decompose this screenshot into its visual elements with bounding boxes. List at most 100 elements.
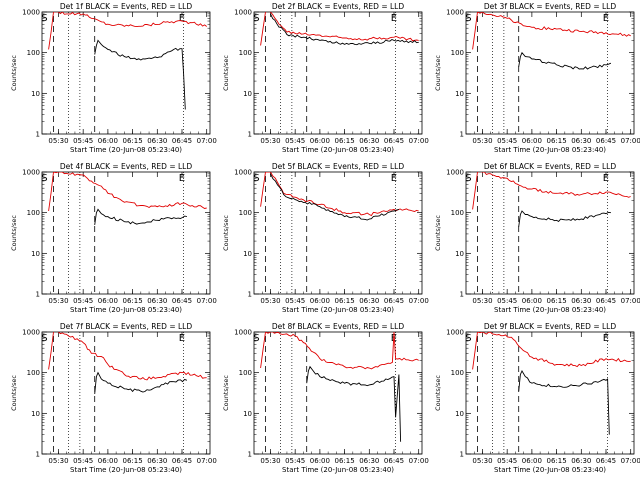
x-axis-label: Start Time (20-Jun-08 05:23:40) (70, 466, 182, 474)
x-axis-label: Start Time (20-Jun-08 05:23:40) (494, 466, 606, 474)
start-marker: S (253, 173, 259, 184)
x-tick-label: 06:45 (596, 297, 616, 305)
x-tick-label: 06:45 (596, 457, 616, 465)
x-tick-label: 05:45 (497, 457, 517, 465)
y-tick-label: 10 (31, 90, 40, 98)
x-tick-label: 06:45 (172, 457, 192, 465)
chart-title: Det 9f BLACK = Events, RED = LLD (484, 322, 617, 331)
chart-panel-1: Det 1f BLACK = Events, RED = LLD 1 10 100 10… (10, 2, 217, 154)
y-tick-label: 1000 (22, 9, 40, 17)
chart-panel-3: Det 3f BLACK = Events, RED = LLD 1 10 100 10… (434, 2, 640, 154)
y-tick-label: 10 (31, 250, 40, 258)
events-series-line (270, 13, 419, 46)
plot-frame (253, 171, 423, 295)
x-tick-label: 06:45 (596, 137, 616, 145)
lld-series-line (472, 332, 631, 370)
x-tick-label: 05:30 (472, 137, 492, 145)
y-tick-label: 1 (36, 291, 40, 299)
x-tick-label: 06:45 (172, 297, 192, 305)
lld-series-line (260, 332, 419, 370)
events-series-line (306, 365, 402, 442)
y-tick-label: 1000 (234, 169, 252, 177)
lld-series-line (472, 12, 631, 50)
x-tick-label: 06:45 (172, 137, 192, 145)
y-tick-label: 10 (455, 250, 464, 258)
x-tick-label: 07:00 (197, 457, 217, 465)
start-marker: S (41, 333, 47, 344)
x-tick-label: 07:00 (409, 297, 429, 305)
y-tick-label: 1 (460, 451, 464, 459)
x-tick-label: 05:30 (48, 137, 68, 145)
y-tick-label: 10 (243, 410, 252, 418)
chart-title: Det 7f BLACK = Events, RED = LLD (60, 322, 193, 331)
x-tick-label: 05:45 (285, 297, 305, 305)
x-tick-label: 05:45 (497, 137, 517, 145)
events-series-line (270, 173, 400, 221)
y-axis-label: Counts/sec (10, 375, 18, 411)
x-tick-label: 06:00 (98, 137, 118, 145)
x-tick-label: 06:15 (122, 137, 142, 145)
plot-frame (465, 11, 635, 135)
chart-title: Det 3f BLACK = Events, RED = LLD (484, 2, 617, 11)
start-marker: S (465, 173, 471, 184)
y-tick-label: 10 (243, 90, 252, 98)
y-tick-label: 10 (31, 410, 40, 418)
end-marker: E (603, 173, 609, 184)
chart-title: Det 5f BLACK = Events, RED = LLD (272, 162, 405, 171)
y-axis-label: Counts/sec (434, 215, 442, 251)
start-marker: S (41, 13, 47, 24)
y-axis-label: Counts/sec (434, 375, 442, 411)
y-tick-label: 10 (455, 410, 464, 418)
plot-frame (465, 171, 635, 295)
start-marker: S (253, 333, 259, 344)
y-tick-label: 1 (248, 291, 252, 299)
start-marker: S (465, 13, 471, 24)
y-tick-label: 1 (460, 291, 464, 299)
x-tick-label: 06:15 (546, 297, 566, 305)
y-tick-label: 10 (243, 250, 252, 258)
y-tick-label: 10 (455, 90, 464, 98)
y-tick-label: 100 (239, 369, 252, 377)
y-tick-label: 1000 (22, 169, 40, 177)
events-series-line (518, 210, 611, 227)
x-tick-label: 06:00 (522, 137, 542, 145)
x-tick-label: 06:00 (310, 457, 330, 465)
x-axis-label: Start Time (20-Jun-08 05:23:40) (494, 306, 606, 314)
y-axis-label: Counts/sec (434, 55, 442, 91)
y-tick-label: 1000 (446, 9, 464, 17)
x-tick-label: 06:30 (147, 457, 167, 465)
chart-panel-4: Det 4f BLACK = Events, RED = LLD 1 10 100 10… (10, 162, 217, 314)
chart-title: Det 4f BLACK = Events, RED = LLD (60, 162, 193, 171)
end-marker: E (179, 13, 185, 24)
x-tick-label: 07:00 (409, 137, 429, 145)
x-axis-label: Start Time (20-Jun-08 05:23:40) (70, 306, 182, 314)
x-tick-label: 05:30 (260, 297, 280, 305)
chart-title: Det 2f BLACK = Events, RED = LLD (272, 2, 405, 11)
x-tick-label: 05:30 (260, 457, 280, 465)
end-marker: E (179, 333, 185, 344)
start-marker: S (41, 173, 47, 184)
events-series-line (518, 51, 612, 70)
end-marker: E (179, 173, 185, 184)
y-tick-label: 100 (27, 49, 40, 57)
chart-panel-6: Det 6f BLACK = Events, RED = LLD 1 10 100 10… (434, 162, 640, 314)
x-tick-label: 05:30 (48, 297, 68, 305)
y-tick-label: 1 (248, 451, 252, 459)
y-axis-label: Counts/sec (222, 375, 230, 411)
start-marker: S (465, 333, 471, 344)
events-series-line (94, 208, 187, 225)
lld-series-line (260, 172, 419, 217)
y-tick-label: 1000 (234, 329, 252, 337)
x-tick-label: 06:00 (522, 297, 542, 305)
x-tick-label: 06:15 (546, 457, 566, 465)
y-tick-label: 100 (27, 209, 40, 217)
y-axis-label: Counts/sec (10, 215, 18, 251)
x-tick-label: 07:00 (621, 137, 640, 145)
x-tick-label: 06:00 (310, 297, 330, 305)
x-tick-label: 06:30 (571, 137, 591, 145)
y-axis-label: Counts/sec (222, 55, 230, 91)
x-tick-label: 06:15 (122, 457, 142, 465)
x-tick-label: 06:15 (334, 297, 354, 305)
y-tick-label: 1000 (234, 9, 252, 17)
y-tick-label: 1000 (446, 329, 464, 337)
